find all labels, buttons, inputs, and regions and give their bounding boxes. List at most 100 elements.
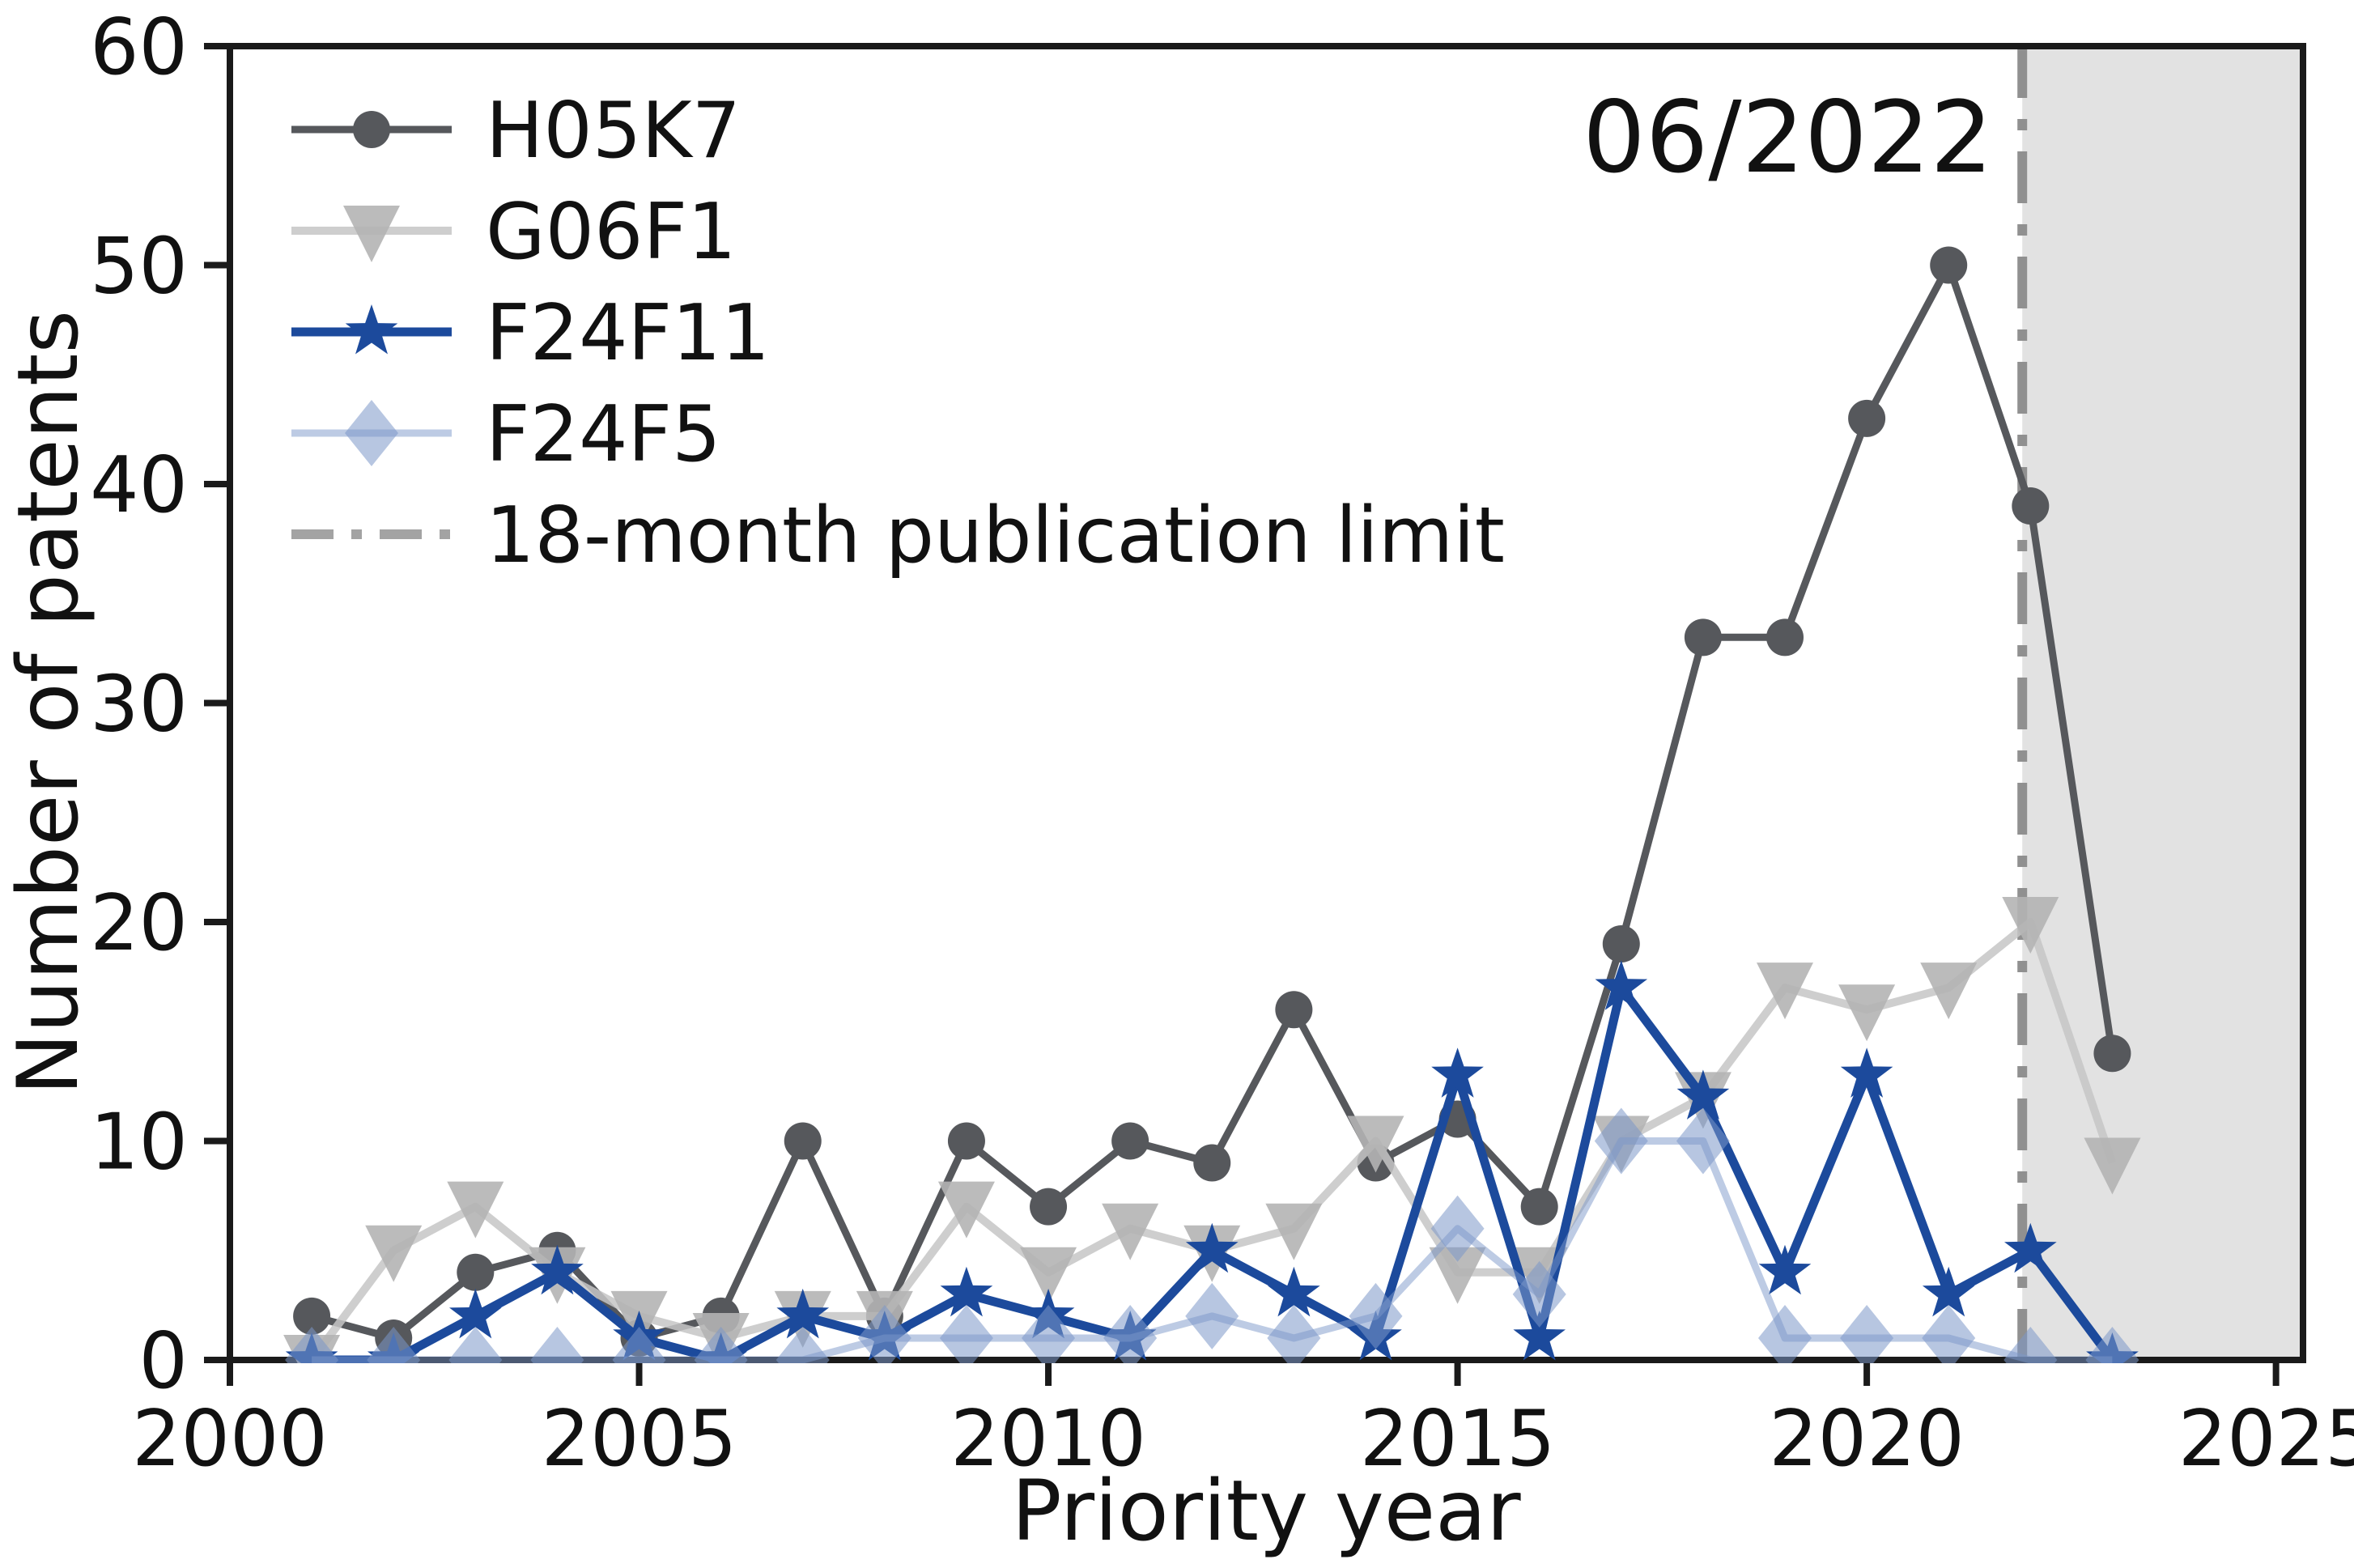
legend-item-publication-limit: 18-month publication limit — [291, 491, 1505, 580]
data-point — [1267, 1304, 1321, 1363]
data-point — [1848, 399, 1886, 437]
data-point — [1758, 1304, 1812, 1363]
data-point — [1676, 1107, 1730, 1175]
data-point — [1268, 1266, 1320, 1317]
x-tick-label: 2005 — [542, 1395, 737, 1484]
legend-circle-icon — [353, 111, 390, 148]
data-point — [612, 1327, 666, 1363]
y-axis-title: Number of patents — [0, 310, 97, 1095]
data-point — [1840, 1304, 1894, 1363]
data-point — [1766, 618, 1804, 657]
data-point — [1758, 1244, 1812, 1295]
data-point — [1111, 1122, 1149, 1160]
data-point — [293, 1297, 331, 1335]
data-point — [1185, 1282, 1239, 1349]
x-axis-title: Priority year — [1011, 1463, 1521, 1560]
data-point — [694, 1327, 748, 1363]
data-point — [449, 1288, 502, 1339]
data-point — [1602, 925, 1640, 963]
data-point — [1347, 1115, 1404, 1173]
legend-diamond-icon — [345, 400, 398, 466]
data-point — [939, 1304, 993, 1363]
y-tick-label: 60 — [90, 3, 188, 92]
y-tick-label: 50 — [90, 223, 188, 312]
data-point — [530, 1327, 584, 1363]
data-point — [447, 1181, 504, 1239]
data-point — [947, 1122, 985, 1160]
data-point — [1020, 1247, 1077, 1304]
annotation-06-2022: 06/2022 — [1583, 80, 1993, 195]
data-point — [365, 1225, 423, 1282]
legend-star-icon — [345, 304, 398, 355]
data-point — [1594, 1107, 1648, 1175]
data-point — [1103, 1304, 1158, 1363]
data-point — [1922, 1266, 1975, 1317]
data-point — [1676, 1069, 1730, 1120]
data-point — [285, 1327, 339, 1363]
data-point — [457, 1253, 495, 1291]
data-point — [1030, 1188, 1068, 1226]
data-point — [367, 1327, 421, 1363]
data-point — [2085, 1327, 2139, 1363]
data-point — [1838, 984, 1896, 1042]
chart-legend: H05K7 G06F1 F24F11 F24F5 18-month publicatio… — [291, 87, 1505, 580]
data-point — [1265, 1203, 1323, 1260]
data-point — [1595, 960, 1648, 1010]
y-tick-label: 40 — [90, 441, 188, 530]
y-tick-label: 10 — [90, 1098, 188, 1188]
data-point — [1513, 1311, 1566, 1361]
data-point — [2004, 1222, 2057, 1273]
data-point — [1349, 1282, 1403, 1349]
data-point — [937, 1181, 995, 1239]
data-point — [1520, 1188, 1558, 1226]
data-point — [857, 1304, 911, 1363]
legend-item-F24F11: F24F11 — [291, 289, 770, 378]
data-point — [2002, 897, 2059, 954]
data-point — [1431, 1047, 1484, 1098]
data-point — [775, 1327, 830, 1363]
x-tick-label: 2000 — [132, 1395, 328, 1484]
x-tick-label: 2010 — [950, 1395, 1146, 1484]
data-point — [1185, 1222, 1239, 1273]
y-tick-label: 30 — [90, 661, 188, 750]
legend-label: F24F5 — [486, 390, 721, 479]
legend-item-G06F1: G06F1 — [291, 188, 737, 277]
data-point — [2084, 1137, 2141, 1195]
data-point — [1102, 1203, 1159, 1260]
data-point — [1429, 1247, 1486, 1304]
data-point — [1022, 1304, 1076, 1363]
data-point — [2012, 487, 2050, 525]
shaded-region-rect — [2022, 46, 2303, 1360]
series-H05K7 — [293, 246, 2131, 1357]
series-F24F5 — [285, 1107, 2139, 1363]
x-tick-label: 2015 — [1360, 1395, 1556, 1484]
axis-ticks: 0 10 20 30 40 50 60 2000 2005 2010 2015 2020 2025 — [90, 3, 2354, 1484]
data-point — [1193, 1144, 1231, 1182]
data-point — [1840, 1047, 1893, 1098]
data-point — [1920, 962, 1978, 1020]
data-point — [1757, 962, 1814, 1020]
data-point — [1275, 991, 1313, 1029]
legend-label: 18-month publication limit — [486, 491, 1505, 580]
data-point — [1930, 246, 1968, 284]
legend-triangle-down-icon — [343, 206, 400, 262]
data-point — [2093, 1035, 2131, 1073]
legend-item-F24F5: F24F5 — [291, 390, 721, 479]
legend-label: H05K7 — [486, 87, 741, 176]
legend-label: F24F11 — [486, 289, 770, 378]
data-point — [2003, 1327, 2058, 1363]
data-point — [776, 1288, 830, 1339]
data-point — [1430, 1195, 1485, 1262]
data-point — [1922, 1304, 1976, 1363]
legend-label: G06F1 — [486, 188, 737, 277]
y-tick-label: 20 — [90, 879, 188, 968]
x-tick-label: 2020 — [1769, 1395, 1965, 1484]
data-point — [784, 1122, 822, 1160]
data-point — [940, 1266, 993, 1317]
data-point — [448, 1327, 503, 1363]
data-point — [1684, 618, 1722, 657]
y-tick-label: 0 — [139, 1317, 188, 1406]
data-point — [531, 1244, 584, 1295]
